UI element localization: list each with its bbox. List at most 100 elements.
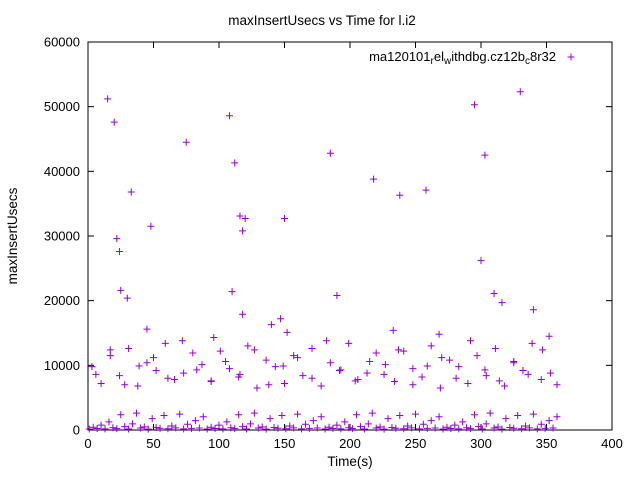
data-point-marker	[236, 212, 244, 220]
data-point-marker	[463, 424, 471, 432]
plot-frame	[87, 41, 613, 431]
data-point-marker	[474, 423, 482, 431]
data-point-marker	[409, 381, 417, 389]
data-point-marker	[89, 423, 97, 431]
data-point-marker	[278, 411, 286, 419]
data-point-marker	[88, 363, 96, 371]
data-point-marker	[207, 423, 215, 431]
data-point-marker	[360, 425, 368, 433]
x-axis-label: Time(s)	[327, 454, 372, 469]
data-point-marker	[470, 101, 478, 109]
data-point-marker	[436, 384, 444, 392]
data-point-marker	[409, 365, 417, 373]
data-point-marker	[298, 425, 306, 433]
data-point-marker	[353, 411, 361, 419]
data-point-marker	[227, 424, 235, 432]
data-point-marker	[160, 411, 168, 419]
data-point-marker	[408, 424, 416, 432]
data-point-marker	[308, 374, 316, 382]
data-point-marker	[481, 366, 489, 374]
data-point-marker	[482, 420, 490, 428]
x-tick-label: 150	[274, 436, 296, 451]
data-point-marker	[443, 423, 451, 431]
data-point-marker	[143, 325, 151, 333]
data-point-marker	[286, 422, 294, 430]
y-tick-label: 40000	[44, 164, 80, 179]
data-point-marker	[187, 424, 195, 432]
data-point-marker	[168, 422, 176, 430]
data-point-marker	[203, 425, 211, 433]
data-point-marker	[180, 425, 188, 433]
data-point-marker	[301, 420, 309, 428]
data-points	[85, 88, 561, 433]
x-tick-label: 0	[84, 436, 91, 451]
x-tick-label: 100	[208, 436, 230, 451]
data-point-marker	[533, 425, 541, 433]
data-point-marker	[109, 424, 117, 432]
data-point-marker	[519, 367, 527, 375]
data-point-marker	[364, 420, 372, 428]
data-point-marker	[150, 354, 157, 362]
data-point-marker	[392, 424, 400, 432]
data-point-marker	[336, 367, 344, 375]
data-point-marker	[282, 425, 290, 433]
data-point-marker	[244, 342, 252, 350]
data-point-marker	[490, 290, 498, 298]
data-point-marker	[529, 306, 537, 314]
data-point-marker	[451, 421, 459, 429]
data-point-marker	[418, 373, 426, 381]
data-point-marker	[236, 370, 244, 378]
data-point-marker	[219, 425, 227, 433]
data-point-marker	[239, 227, 247, 235]
data-point-marker	[279, 362, 287, 370]
data-point-marker	[510, 424, 518, 432]
data-point-marker	[351, 377, 359, 385]
data-point-marker	[135, 362, 143, 370]
data-point-marker	[92, 370, 100, 378]
data-point-marker	[510, 357, 518, 365]
data-point-marker	[518, 425, 526, 433]
data-point-marker	[389, 326, 397, 334]
data-point-marker	[254, 424, 262, 432]
data-point-marker	[326, 149, 334, 157]
data-point-marker	[404, 422, 412, 430]
data-point-marker	[337, 425, 345, 433]
data-point-marker	[101, 425, 109, 433]
data-point-marker	[396, 411, 404, 419]
data-point-marker	[265, 381, 273, 389]
x-tick-label: 50	[146, 436, 160, 451]
data-point-marker	[427, 417, 435, 425]
data-point-marker	[482, 372, 490, 380]
data-point-marker	[93, 425, 101, 433]
data-point-marker	[191, 417, 199, 425]
data-point-marker	[525, 424, 533, 432]
data-point-marker	[235, 411, 243, 419]
data-point-marker	[490, 424, 498, 432]
chart-title: maxInsertUsecs vs Time for l.i2	[228, 13, 416, 28]
data-point-marker	[193, 366, 201, 374]
data-point-marker	[266, 415, 274, 423]
data-point-marker	[121, 381, 129, 389]
data-point-marker	[189, 349, 197, 357]
legend: ma120101relwithdbg.cz12bc8r32	[369, 49, 575, 67]
data-point-marker	[372, 349, 380, 357]
data-point-marker	[110, 118, 118, 126]
data-point-marker	[164, 425, 172, 433]
data-point-marker	[452, 374, 460, 382]
data-point-marker	[473, 352, 481, 360]
data-point-marker	[464, 379, 472, 387]
data-point-marker	[317, 413, 325, 421]
data-point-marker	[147, 222, 155, 230]
data-point-marker	[459, 418, 467, 426]
legend-label: ma120101relwithdbg.cz12bc8r32	[369, 49, 556, 67]
data-point-marker	[104, 95, 112, 103]
data-point-marker	[250, 409, 258, 417]
data-point-marker	[545, 417, 553, 425]
data-point-marker	[494, 423, 502, 431]
data-point-marker	[539, 346, 547, 354]
data-point-marker	[161, 339, 169, 347]
data-point-marker	[274, 424, 282, 432]
data-point-marker	[152, 367, 160, 375]
data-point-marker	[349, 425, 357, 433]
